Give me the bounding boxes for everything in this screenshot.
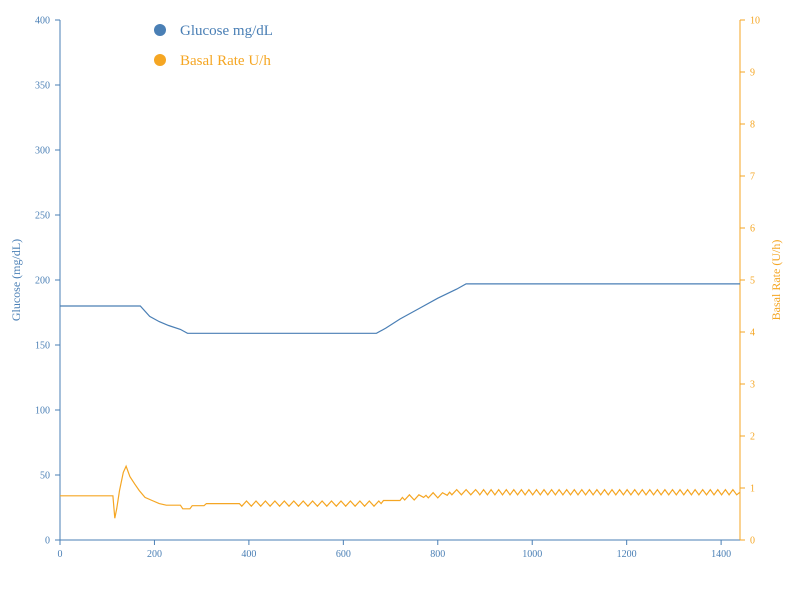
y-left-tick-label: 50 (40, 471, 50, 482)
y-left-tick-label: 400 (35, 16, 50, 27)
y-right-tick-label: 7 (750, 172, 755, 183)
y-right-tick-label: 9 (750, 68, 755, 79)
y-right-tick-label: 2 (750, 432, 755, 443)
y-right-tick-label: 6 (750, 224, 755, 235)
y-right-tick-label: 10 (750, 16, 760, 27)
y-right-tick-label: 8 (750, 120, 755, 131)
y-left-axis-title: Glucose (mg/dL) (9, 239, 23, 321)
y-left-tick-label: 200 (35, 276, 50, 287)
legend: Glucose mg/dL Basal Rate U/h (154, 23, 273, 69)
x-tick-label: 400 (241, 549, 256, 560)
legend-marker (154, 24, 166, 36)
y-left-tick-label: 0 (45, 536, 50, 547)
y-right-tick-label: 3 (750, 380, 755, 391)
y-left-tick-label: 150 (35, 341, 50, 352)
axes: 0 200 400 600 800 1000 1200 1400050100150200250… (9, 16, 783, 561)
x-tick-label: 200 (147, 549, 162, 560)
y-left-tick-label: 300 (35, 146, 50, 157)
x-tick-label: 1200 (617, 549, 637, 560)
y-left-tick-label: 250 (35, 211, 50, 222)
x-tick-label: 0 (58, 549, 63, 560)
y-right-axis-title: Basal Rate (U/h) (769, 240, 783, 321)
x-tick-label: 1000 (522, 549, 542, 560)
legend-marker (154, 54, 166, 66)
legend-entry-label: Basal Rate U/h (180, 53, 271, 69)
y-left-tick-label: 350 (35, 81, 50, 92)
series-lines (60, 283, 741, 519)
series-line-glucose (60, 283, 740, 334)
y-right-tick-label: 0 (750, 536, 755, 547)
x-tick-label: 1400 (711, 549, 731, 560)
y-right-tick-label: 5 (750, 276, 755, 287)
legend-entry-label: Glucose mg/dL (180, 23, 273, 39)
series-line-basal (60, 464, 741, 519)
x-tick-label: 800 (430, 549, 445, 560)
y-right-tick-label: 4 (750, 328, 755, 339)
y-left-tick-label: 100 (35, 406, 50, 417)
y-right-tick-label: 1 (750, 484, 755, 495)
x-tick-label: 600 (336, 549, 351, 560)
